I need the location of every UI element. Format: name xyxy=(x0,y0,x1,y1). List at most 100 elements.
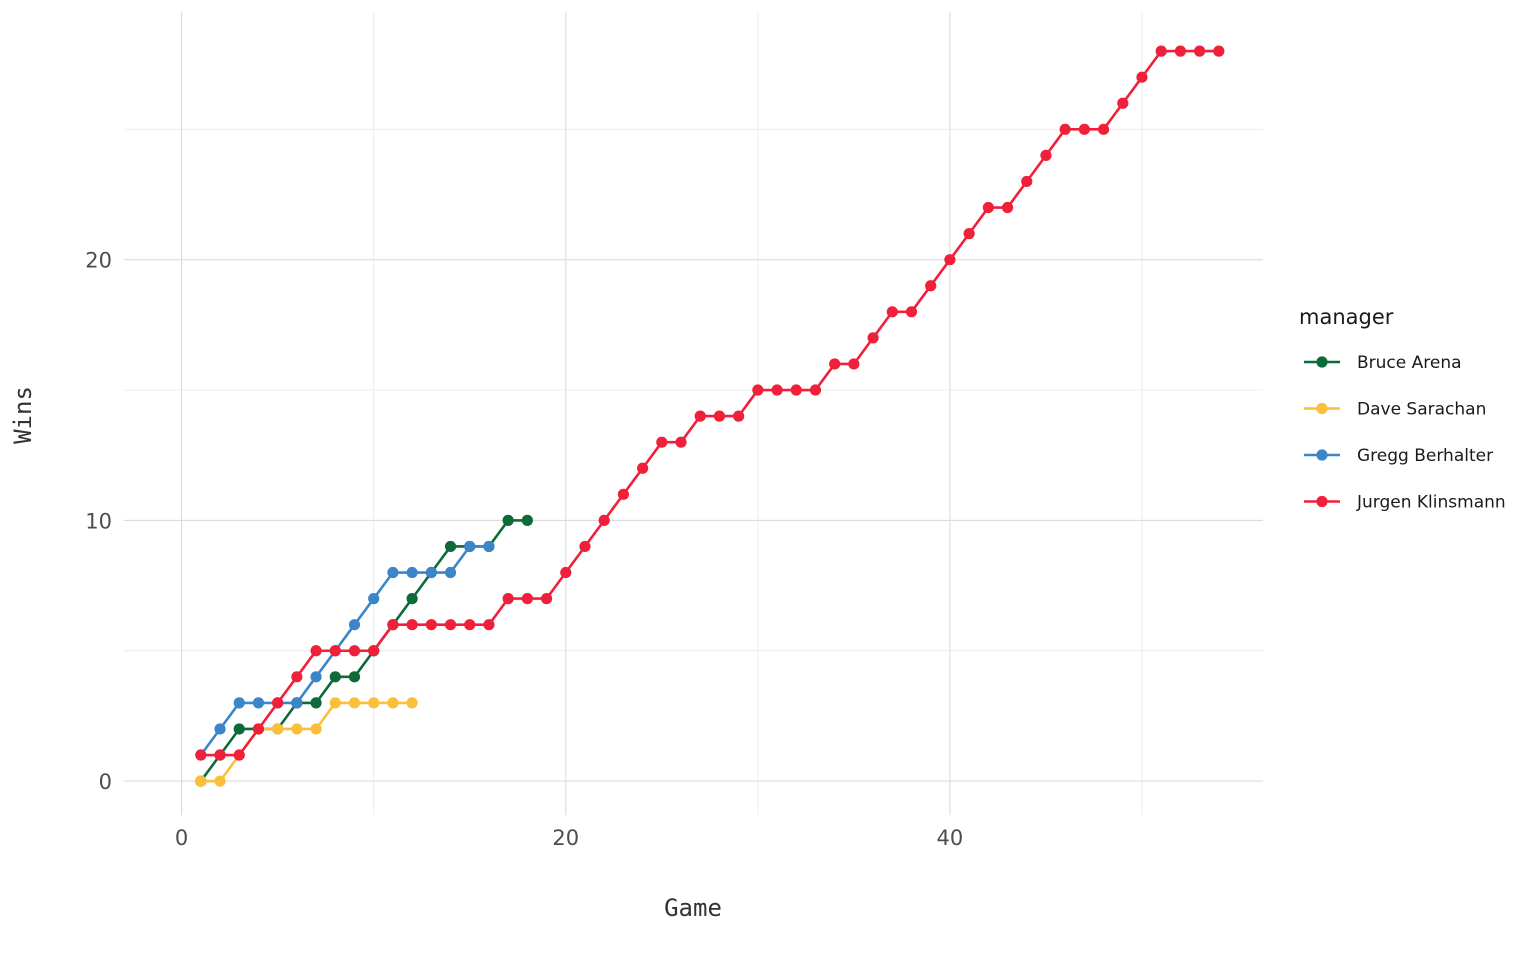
data-point-dave-sarachan xyxy=(272,723,284,735)
x-tick-label: 40 xyxy=(937,826,964,850)
data-point-jurgen-klinsmann xyxy=(464,619,476,631)
data-point-jurgen-klinsmann xyxy=(329,645,341,657)
data-point-jurgen-klinsmann xyxy=(829,358,841,370)
legend-item-jurgen-klinsmann: Jurgen Klinsmann xyxy=(1304,493,1506,513)
data-point-bruce-arena xyxy=(310,697,322,709)
data-point-jurgen-klinsmann xyxy=(195,749,207,761)
data-point-gregg-berhalter xyxy=(348,619,361,631)
data-point-dave-sarachan xyxy=(329,697,341,709)
data-point-dave-sarachan xyxy=(195,775,207,787)
y-tick-label: 20 xyxy=(85,249,112,273)
data-point-jurgen-klinsmann xyxy=(771,384,783,396)
legend-key-point xyxy=(1316,449,1328,461)
data-point-jurgen-klinsmann xyxy=(790,384,802,396)
data-point-bruce-arena xyxy=(348,671,361,683)
data-point-jurgen-klinsmann xyxy=(1117,97,1129,109)
series-jurgen-klinsmann xyxy=(195,45,1225,761)
data-point-jurgen-klinsmann xyxy=(406,619,418,631)
data-point-jurgen-klinsmann xyxy=(483,619,495,631)
legend-key-point xyxy=(1316,356,1328,368)
data-point-jurgen-klinsmann xyxy=(560,566,572,579)
data-point-jurgen-klinsmann xyxy=(925,280,937,292)
legend-label: Bruce Arena xyxy=(1357,353,1462,373)
data-point-gregg-berhalter xyxy=(310,671,322,683)
data-point-dave-sarachan xyxy=(368,697,380,709)
data-point-jurgen-klinsmann xyxy=(733,410,745,422)
data-point-jurgen-klinsmann xyxy=(233,749,245,761)
data-point-jurgen-klinsmann xyxy=(502,593,514,605)
data-point-bruce-arena xyxy=(233,723,245,735)
data-point-jurgen-klinsmann xyxy=(963,228,975,240)
legend-key-point xyxy=(1316,495,1328,508)
data-point-jurgen-klinsmann xyxy=(1174,45,1187,57)
data-point-bruce-arena xyxy=(521,514,533,526)
data-point-jurgen-klinsmann xyxy=(444,619,457,631)
data-point-gregg-berhalter xyxy=(368,593,380,605)
data-point-jurgen-klinsmann xyxy=(713,410,726,422)
data-point-jurgen-klinsmann xyxy=(809,384,822,396)
data-point-jurgen-klinsmann xyxy=(214,749,226,761)
data-point-gregg-berhalter xyxy=(233,697,245,709)
legend-key-point xyxy=(1316,402,1328,415)
data-point-dave-sarachan xyxy=(310,723,322,735)
data-point-jurgen-klinsmann xyxy=(598,514,610,526)
data-point-jurgen-klinsmann xyxy=(368,645,380,657)
data-point-jurgen-klinsmann xyxy=(387,619,399,631)
x-axis-title: Game xyxy=(664,894,722,922)
data-point-bruce-arena xyxy=(406,593,418,605)
data-point-dave-sarachan xyxy=(214,775,226,787)
data-point-jurgen-klinsmann xyxy=(675,436,687,448)
grid-lines xyxy=(124,12,1263,815)
data-point-jurgen-klinsmann xyxy=(886,306,898,318)
legend-label: Gregg Berhalter xyxy=(1357,446,1493,466)
series-line-gregg-berhalter xyxy=(199,545,489,756)
x-tick-label: 0 xyxy=(175,826,188,850)
x-tick-label: 20 xyxy=(552,826,579,850)
data-point-jurgen-klinsmann xyxy=(1213,45,1225,57)
data-point-gregg-berhalter xyxy=(406,566,418,579)
data-point-jurgen-klinsmann xyxy=(905,306,918,318)
series-layer xyxy=(195,45,1225,787)
data-point-bruce-arena xyxy=(502,514,514,526)
data-point-jurgen-klinsmann xyxy=(252,723,265,735)
data-point-gregg-berhalter xyxy=(387,566,399,579)
data-point-jurgen-klinsmann xyxy=(867,332,879,344)
data-point-jurgen-klinsmann xyxy=(1097,123,1110,135)
data-point-jurgen-klinsmann xyxy=(1155,45,1167,57)
data-point-jurgen-klinsmann xyxy=(617,488,629,500)
data-point-jurgen-klinsmann xyxy=(1040,149,1052,161)
series-line-dave-sarachan xyxy=(200,701,413,783)
data-point-jurgen-klinsmann xyxy=(291,671,303,683)
legend-item-gregg-berhalter: Gregg Berhalter xyxy=(1304,446,1493,466)
data-point-gregg-berhalter xyxy=(291,697,303,709)
data-point-jurgen-klinsmann xyxy=(579,540,591,553)
data-point-dave-sarachan xyxy=(406,697,418,709)
data-point-jurgen-klinsmann xyxy=(272,697,284,709)
data-point-gregg-berhalter xyxy=(464,540,476,553)
data-point-jurgen-klinsmann xyxy=(1059,123,1071,135)
legend-label: Dave Sarachan xyxy=(1357,400,1486,420)
data-point-jurgen-klinsmann xyxy=(1136,71,1148,83)
data-point-jurgen-klinsmann xyxy=(637,462,649,474)
data-point-jurgen-klinsmann xyxy=(348,645,361,657)
legend-label: Jurgen Klinsmann xyxy=(1356,493,1506,513)
legend-item-bruce-arena: Bruce Arena xyxy=(1304,353,1462,373)
data-point-jurgen-klinsmann xyxy=(1078,123,1090,135)
data-point-bruce-arena xyxy=(444,540,457,553)
legend-title: manager xyxy=(1299,305,1394,329)
data-point-bruce-arena xyxy=(329,671,341,683)
data-point-jurgen-klinsmann xyxy=(752,384,764,396)
data-point-jurgen-klinsmann xyxy=(1001,201,1014,214)
data-point-jurgen-klinsmann xyxy=(848,358,860,370)
data-point-dave-sarachan xyxy=(348,697,361,709)
data-point-jurgen-klinsmann xyxy=(1194,45,1206,57)
data-point-gregg-berhalter xyxy=(425,566,437,579)
data-point-gregg-berhalter xyxy=(444,566,457,579)
data-point-gregg-berhalter xyxy=(483,540,495,553)
data-point-jurgen-klinsmann xyxy=(540,593,553,605)
data-point-dave-sarachan xyxy=(387,697,399,709)
data-point-jurgen-klinsmann xyxy=(425,619,437,631)
data-point-jurgen-klinsmann xyxy=(694,410,706,422)
y-tick-label: 10 xyxy=(85,509,112,533)
